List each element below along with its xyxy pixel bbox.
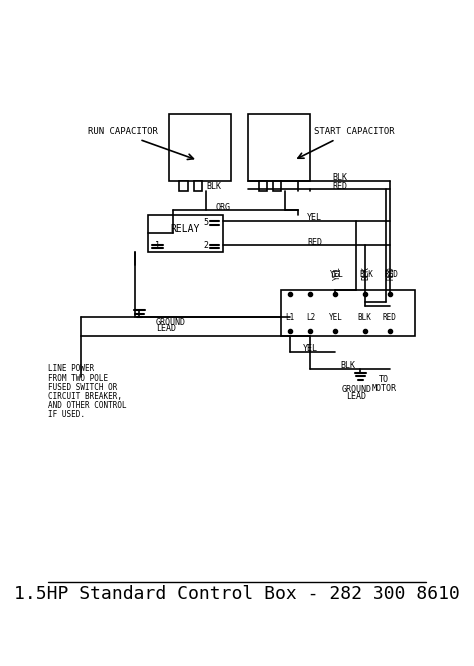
Text: FUSED SWITCH OR: FUSED SWITCH OR — [47, 383, 117, 392]
Text: YEL: YEL — [328, 312, 342, 322]
Text: LINE POWER: LINE POWER — [47, 364, 94, 374]
Text: BLK: BLK — [358, 312, 372, 322]
Text: RED: RED — [383, 312, 397, 322]
Text: LEAD: LEAD — [346, 392, 366, 401]
Text: ORG: ORG — [215, 202, 230, 212]
Text: YEL: YEL — [303, 344, 318, 354]
Text: RED: RED — [332, 182, 347, 190]
Text: 2: 2 — [204, 241, 209, 250]
Text: GROUND: GROUND — [156, 318, 186, 326]
Text: L2: L2 — [306, 312, 315, 322]
Text: START CAPACITOR: START CAPACITOR — [314, 127, 395, 136]
Text: IF USED.: IF USED. — [47, 410, 84, 420]
Text: 1.5HP Standard Control Box - 282 300 8610: 1.5HP Standard Control Box - 282 300 861… — [14, 585, 460, 603]
Text: MOTOR: MOTOR — [371, 384, 396, 392]
Bar — [273, 181, 281, 191]
Text: 1: 1 — [155, 241, 160, 250]
Text: BLK: BLK — [332, 173, 347, 182]
Text: BLK: BLK — [340, 361, 356, 370]
Text: YEL: YEL — [330, 270, 344, 279]
Text: L1: L1 — [285, 312, 294, 322]
Text: RED: RED — [384, 270, 398, 279]
Text: RELAY: RELAY — [171, 224, 200, 234]
Text: RED: RED — [307, 238, 322, 246]
Text: BLK: BLK — [206, 182, 221, 190]
Text: RED: RED — [387, 266, 396, 280]
Text: LEAD: LEAD — [156, 324, 176, 333]
Text: AND OTHER CONTROL: AND OTHER CONTROL — [47, 401, 126, 410]
Bar — [281, 290, 415, 336]
Text: YEL: YEL — [307, 213, 322, 222]
Text: BLK: BLK — [362, 266, 371, 280]
Bar — [169, 115, 231, 181]
Text: GROUND: GROUND — [341, 385, 371, 394]
Text: RUN CAPACITOR: RUN CAPACITOR — [88, 127, 158, 136]
Bar — [193, 181, 202, 191]
Text: TO: TO — [379, 375, 389, 384]
Text: BLK: BLK — [359, 270, 373, 279]
Text: YEL: YEL — [333, 266, 342, 280]
Bar — [180, 181, 188, 191]
Text: FROM TWO POLE: FROM TWO POLE — [47, 374, 108, 382]
Text: CIRCUIT BREAKER,: CIRCUIT BREAKER, — [47, 392, 122, 401]
Bar — [148, 214, 223, 252]
Text: 5: 5 — [204, 218, 209, 227]
Bar — [248, 115, 310, 181]
Bar — [259, 181, 267, 191]
